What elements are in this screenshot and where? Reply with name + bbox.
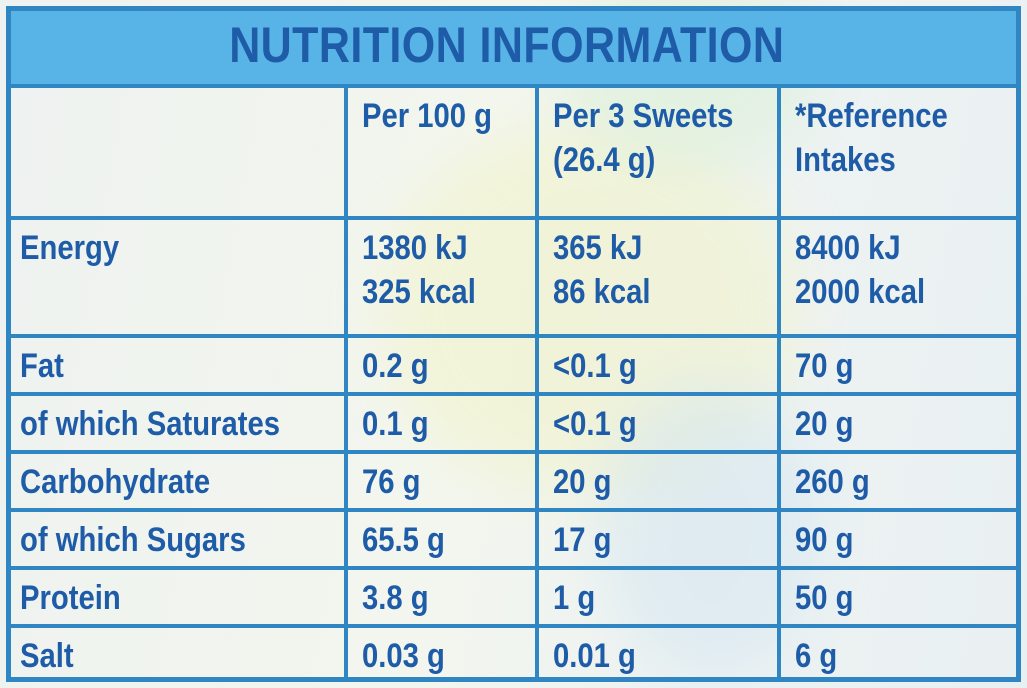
cell-per3: <0.1 g — [535, 392, 781, 455]
row-label: Fat — [6, 333, 348, 397]
table-row-fat: Fat 0.2 g <0.1 g 70 g — [6, 333, 1021, 397]
row-label: Carbohydrate — [6, 450, 348, 513]
energy-reference: 8400 kJ 2000 kcal — [777, 216, 1021, 338]
energy-per3: 365 kJ 86 kcal — [535, 216, 781, 338]
energy-per100: 1380 kJ 325 kcal — [344, 216, 539, 338]
table-row-saturates: of which Saturates 0.1 g <0.1 g 20 g — [6, 392, 1021, 455]
cell-per100: 0.03 g — [344, 624, 539, 682]
title-band: NUTRITION INFORMATION — [6, 6, 1021, 88]
table-outer-border — [6, 6, 1021, 682]
header-per3-line2: (26.4 g) — [553, 141, 656, 180]
cell-per100: 3.8 g — [344, 566, 539, 629]
cell-per3: <0.1 g — [535, 333, 781, 397]
cell-per100: 65.5 g — [344, 508, 539, 571]
cell-per100: 76 g — [344, 450, 539, 513]
nutrition-table: Per 100 g Per 3 Sweets (26.4 g) *Referen… — [6, 88, 1021, 682]
header-cell-reference: *Reference Intakes — [777, 88, 1021, 220]
cell-per3: 17 g — [535, 508, 781, 571]
table-row-sugars: of which Sugars 65.5 g 17 g 90 g — [6, 508, 1021, 571]
table-row-energy: Energy 1380 kJ 325 kcal 365 kJ 86 kcal 8… — [6, 216, 1021, 338]
row-label: Salt — [6, 624, 348, 682]
table-row-salt: Salt 0.03 g 0.01 g 6 g — [6, 624, 1021, 682]
header-per3-line1: Per 3 Sweets — [553, 97, 734, 135]
header-cell-per100: Per 100 g — [344, 88, 539, 220]
cell-per100: 0.2 g — [344, 333, 539, 397]
cell-per100: 0.1 g — [344, 392, 539, 455]
cell-reference: 90 g — [777, 508, 1021, 571]
cell-reference: 6 g — [777, 624, 1021, 682]
header-ri-line2: Intakes — [795, 141, 896, 180]
cell-reference: 260 g — [777, 450, 1021, 513]
cell-reference: 20 g — [777, 392, 1021, 455]
row-label: of which Saturates — [6, 392, 348, 455]
header-cell-blank — [6, 88, 348, 220]
table-row-carbohydrate: Carbohydrate 76 g 20 g 260 g — [6, 450, 1021, 513]
cell-reference: 50 g — [777, 566, 1021, 629]
table-title: NUTRITION INFORMATION — [228, 17, 785, 73]
table-row-protein: Protein 3.8 g 1 g 50 g — [6, 566, 1021, 629]
cell-per3: 20 g — [535, 450, 781, 513]
row-label: of which Sugars — [6, 508, 348, 571]
row-label: Protein — [6, 566, 348, 629]
cell-per3: 0.01 g — [535, 624, 781, 682]
cell-reference: 70 g — [777, 333, 1021, 397]
header-cell-per3: Per 3 Sweets (26.4 g) — [535, 88, 781, 220]
row-label-energy: Energy — [6, 216, 348, 338]
header-row: Per 100 g Per 3 Sweets (26.4 g) *Referen… — [6, 88, 1021, 220]
header-ri-line1: *Reference — [795, 97, 948, 135]
cell-per3: 1 g — [535, 566, 781, 629]
